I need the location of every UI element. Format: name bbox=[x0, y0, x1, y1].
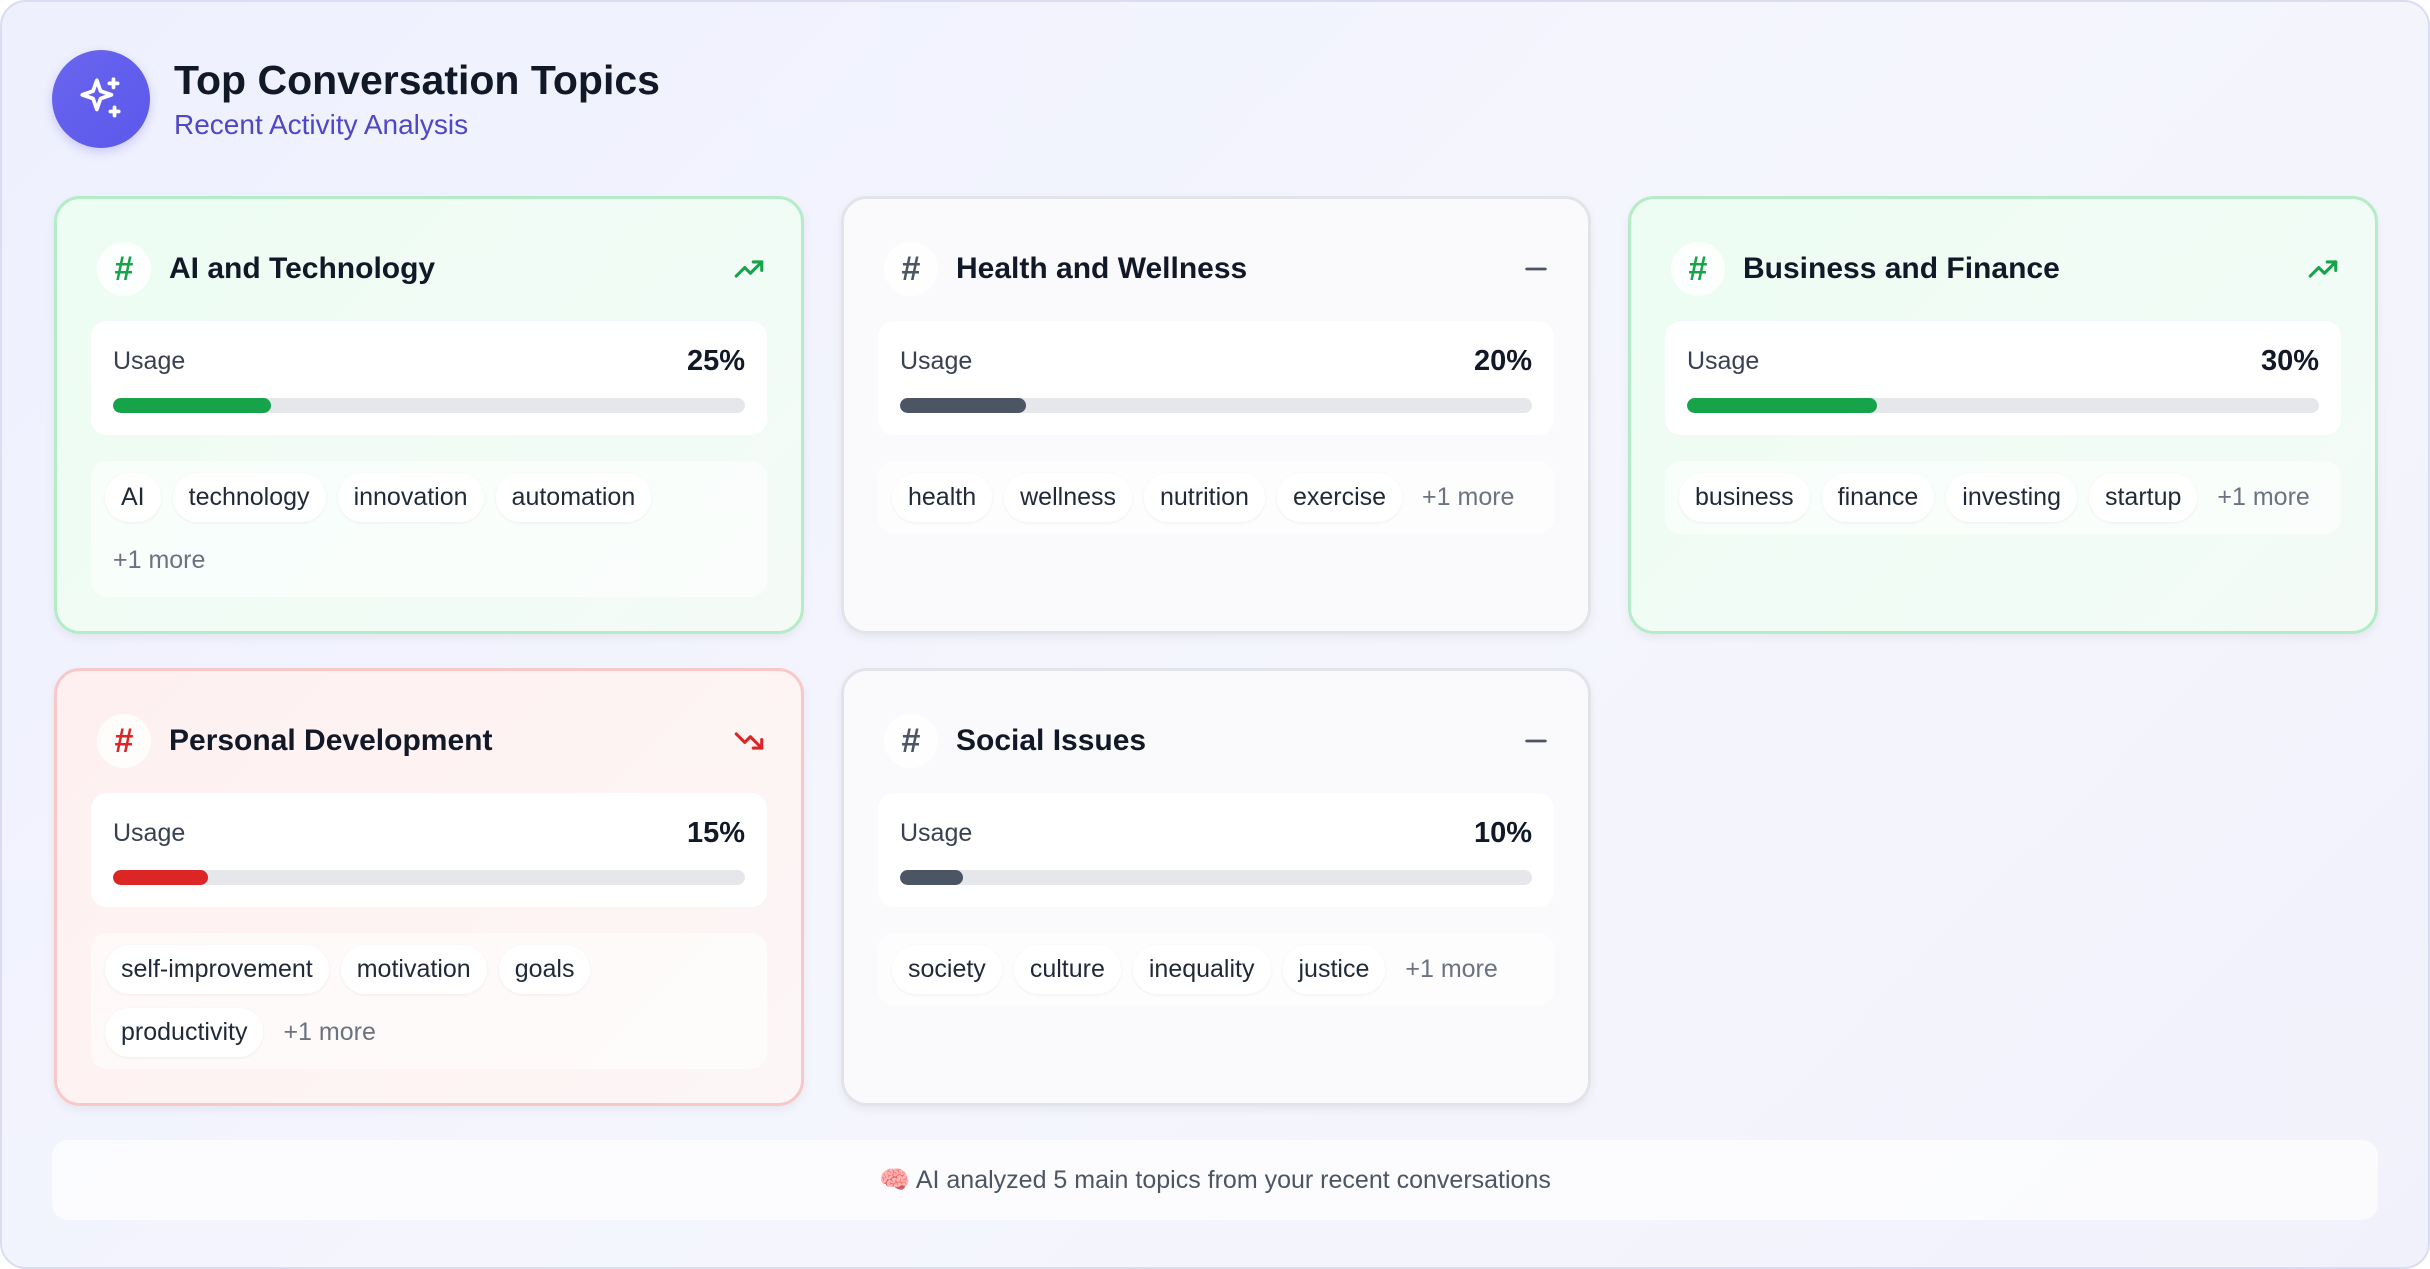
page-title: Top Conversation Topics bbox=[174, 57, 660, 104]
usage-progress-bar bbox=[113, 398, 745, 413]
keyword-tag[interactable]: society bbox=[892, 945, 1002, 994]
topic-card-social-issues[interactable]: # Social Issues Usage 10% society cultur… bbox=[841, 668, 1591, 1106]
keyword-list: society culture inequality justice +1 mo… bbox=[878, 933, 1554, 1006]
topic-title: AI and Technology bbox=[169, 252, 436, 285]
keyword-tag[interactable]: AI bbox=[105, 473, 161, 522]
usage-panel: Usage 25% bbox=[91, 321, 767, 435]
keyword-tag[interactable]: wellness bbox=[1004, 473, 1132, 522]
usage-progress-fill bbox=[113, 398, 271, 413]
topic-card-health-wellness[interactable]: # Health and Wellness Usage 20% health w… bbox=[841, 196, 1591, 634]
keyword-list: business finance investing startup +1 mo… bbox=[1665, 461, 2341, 534]
hashtag-icon: # bbox=[884, 714, 938, 768]
keyword-tag[interactable]: investing bbox=[1946, 473, 2077, 522]
sparkles-icon bbox=[52, 50, 150, 148]
keyword-tag[interactable]: innovation bbox=[337, 473, 484, 522]
usage-percent: 10% bbox=[1473, 817, 1532, 849]
usage-label: Usage bbox=[900, 347, 973, 375]
keyword-tag[interactable]: exercise bbox=[1276, 473, 1403, 522]
usage-progress-bar bbox=[1687, 398, 2319, 413]
keyword-tag[interactable]: productivity bbox=[105, 1008, 264, 1057]
usage-percent: 30% bbox=[2260, 345, 2319, 377]
usage-percent: 20% bbox=[1473, 345, 1532, 377]
hashtag-icon: # bbox=[97, 714, 151, 768]
keyword-tag[interactable]: motivation bbox=[340, 945, 487, 994]
usage-label: Usage bbox=[113, 819, 186, 847]
keyword-tag[interactable]: nutrition bbox=[1144, 473, 1265, 522]
usage-percent: 15% bbox=[686, 817, 745, 849]
usage-progress-fill bbox=[900, 398, 1027, 413]
more-keywords-link[interactable]: +1 more bbox=[1405, 955, 1498, 983]
keyword-tag[interactable]: startup bbox=[2088, 473, 2198, 522]
keyword-list: health wellness nutrition exercise +1 mo… bbox=[878, 461, 1554, 534]
usage-progress-bar bbox=[900, 870, 1532, 885]
usage-progress-bar bbox=[113, 870, 745, 885]
usage-progress-fill bbox=[113, 870, 208, 885]
more-keywords-link[interactable]: +1 more bbox=[113, 546, 206, 574]
minus-icon bbox=[1516, 721, 1556, 761]
usage-percent: 25% bbox=[686, 345, 745, 377]
usage-panel: Usage 30% bbox=[1665, 321, 2341, 435]
keyword-tag[interactable]: health bbox=[892, 473, 993, 522]
hashtag-icon: # bbox=[97, 242, 151, 296]
usage-panel: Usage 20% bbox=[878, 321, 1554, 435]
usage-label: Usage bbox=[1687, 347, 1760, 375]
usage-panel: Usage 10% bbox=[878, 793, 1554, 907]
trending-up-icon bbox=[729, 249, 769, 289]
keyword-list: self-improvement motivation goals produc… bbox=[91, 933, 767, 1069]
more-keywords-link[interactable]: +1 more bbox=[283, 1018, 376, 1046]
page-subtitle: Recent Activity Analysis bbox=[174, 108, 469, 140]
trending-down-icon bbox=[729, 721, 769, 761]
panel-header: Top Conversation Topics Recent Activity … bbox=[52, 50, 660, 148]
keyword-list: AI technology innovation automation +1 m… bbox=[91, 461, 767, 597]
topic-title: Health and Wellness bbox=[956, 252, 1248, 285]
topic-card-personal-development[interactable]: # Personal Development Usage 15% self-im… bbox=[54, 668, 804, 1106]
topic-title: Business and Finance bbox=[1743, 252, 2060, 285]
usage-progress-fill bbox=[900, 870, 964, 885]
usage-label: Usage bbox=[900, 819, 973, 847]
keyword-tag[interactable]: self-improvement bbox=[105, 945, 329, 994]
usage-label: Usage bbox=[113, 347, 186, 375]
usage-progress-fill bbox=[1687, 398, 1877, 413]
usage-panel: Usage 15% bbox=[91, 793, 767, 907]
hashtag-icon: # bbox=[884, 242, 938, 296]
keyword-tag[interactable]: automation bbox=[495, 473, 652, 522]
keyword-tag[interactable]: finance bbox=[1821, 473, 1935, 522]
usage-progress-bar bbox=[900, 398, 1532, 413]
minus-icon bbox=[1516, 249, 1556, 289]
more-keywords-link[interactable]: +1 more bbox=[2217, 483, 2310, 511]
keyword-tag[interactable]: goals bbox=[498, 945, 591, 994]
more-keywords-link[interactable]: +1 more bbox=[1422, 483, 1515, 511]
analysis-summary: 🧠 AI analyzed 5 main topics from your re… bbox=[52, 1140, 2378, 1220]
topic-card-ai-technology[interactable]: # AI and Technology Usage 25% AI technol… bbox=[54, 196, 804, 634]
keyword-tag[interactable]: culture bbox=[1013, 945, 1121, 994]
keyword-tag[interactable]: business bbox=[1679, 473, 1810, 522]
keyword-tag[interactable]: technology bbox=[172, 473, 326, 522]
keyword-tag[interactable]: inequality bbox=[1132, 945, 1271, 994]
trending-up-icon bbox=[2303, 249, 2343, 289]
keyword-tag[interactable]: justice bbox=[1282, 945, 1386, 994]
topic-title: Social Issues bbox=[956, 724, 1147, 757]
topic-card-business-finance[interactable]: # Business and Finance Usage 30% busines… bbox=[1628, 196, 2378, 634]
topic-title: Personal Development bbox=[169, 724, 493, 757]
hashtag-icon: # bbox=[1671, 242, 1725, 296]
